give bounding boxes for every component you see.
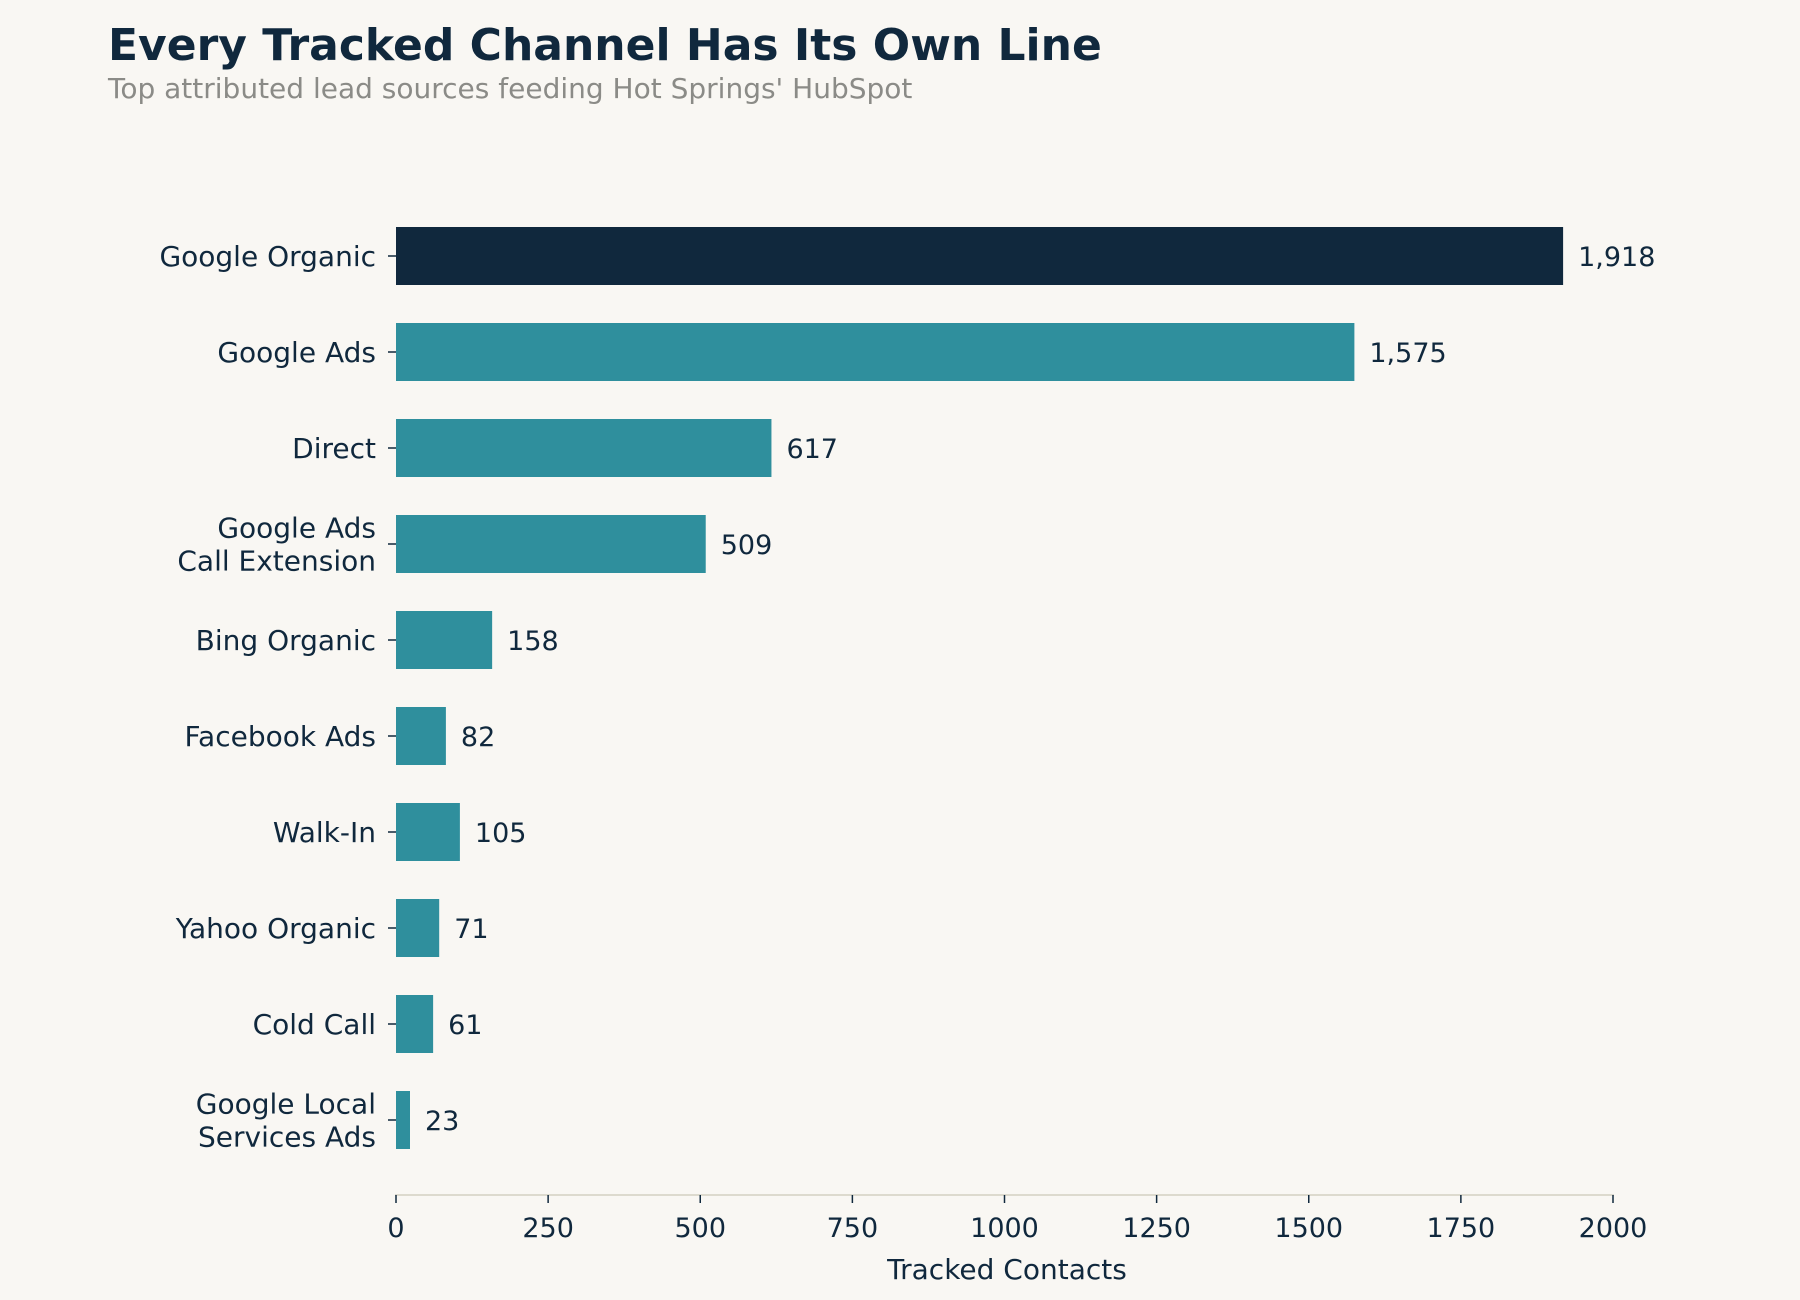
category-label-0: Google Organic [159,240,376,273]
category-label-4: Bing Organic [196,624,376,657]
chart-title: Every Tracked Channel Has Its Own Line [108,20,1102,71]
category-label-5: Facebook Ads [185,720,377,753]
category-labels-group: Google Organic Google Ads Direct Google Ads… [159,240,396,1154]
bar-3 [396,515,706,573]
value-label-2: 617 [786,434,838,465]
bar-2 [396,419,772,477]
bar-9 [396,1091,410,1149]
bars-group [396,227,1564,1149]
bar-1 [396,323,1355,381]
value-label-1: 1,575 [1369,338,1446,369]
value-label-0: 1,918 [1578,242,1655,273]
x-tick-label-3: 750 [827,1213,879,1244]
value-labels-group: 1,918 1,575 617 509 158 82 105 71 61 23 [425,242,1655,1137]
value-label-5: 82 [461,722,495,753]
bar-7 [396,899,440,957]
bar-4 [396,611,493,669]
x-tick-label-1: 250 [522,1213,574,1244]
category-label-6: Walk-In [273,816,376,849]
category-label-1: Google Ads [217,336,376,369]
value-label-3: 509 [721,530,773,561]
x-tick-label-8: 2000 [1579,1213,1648,1244]
bar-8 [396,995,434,1053]
bar-5 [396,707,446,765]
category-label-9: Google Local Services Ads [196,1088,376,1154]
bar-6 [396,803,460,861]
value-label-8: 61 [448,1010,482,1041]
category-label-3: Google Ads Call Extension [177,512,376,578]
x-tick-label-6: 1500 [1274,1213,1343,1244]
x-tick-label-2: 500 [674,1213,726,1244]
x-tick-label-0: 0 [387,1213,404,1244]
x-tick-group: 0 250 500 750 1000 1250 1500 1750 2000 [387,1195,1647,1244]
value-label-9: 23 [425,1106,459,1137]
value-label-7: 71 [454,914,488,945]
value-label-4: 158 [507,626,559,657]
x-tick-label-5: 1250 [1122,1213,1191,1244]
value-label-6: 105 [475,818,527,849]
chart-subtitle: Top attributed lead sources feeding Hot … [107,72,912,105]
x-tick-label-7: 1750 [1427,1213,1496,1244]
category-label-8: Cold Call [253,1008,376,1041]
x-axis-title: Tracked Contacts [886,1253,1127,1286]
category-label-7: Yahoo Organic [175,912,376,945]
bar-0 [396,227,1564,285]
x-tick-label-4: 1000 [970,1213,1039,1244]
category-label-2: Direct [292,432,376,465]
